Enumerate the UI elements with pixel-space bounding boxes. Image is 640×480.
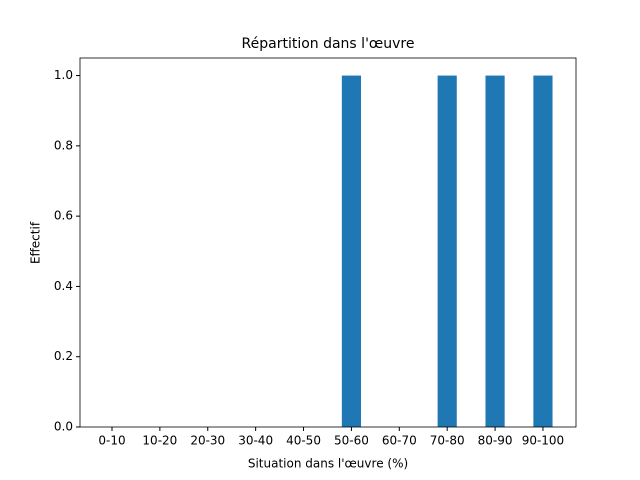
x-tick-label: 20-30 <box>190 434 225 448</box>
x-tick-label: 0-10 <box>98 434 125 448</box>
bar <box>341 75 361 428</box>
x-tick-label: 80-90 <box>478 434 513 448</box>
y-tick-label: 0.2 <box>54 349 73 363</box>
y-tick-label: 0.8 <box>54 138 73 152</box>
x-tick-label: 10-20 <box>142 434 177 448</box>
x-tick-label: 60-70 <box>382 434 417 448</box>
x-tick-label: 30-40 <box>238 434 273 448</box>
bar <box>485 75 505 428</box>
chart-title: Répartition dans l'œuvre <box>242 36 415 52</box>
x-axis-label: Situation dans l'œuvre (%) <box>248 457 408 471</box>
plot-frame <box>79 57 577 428</box>
y-tick-label: 0.4 <box>54 279 73 293</box>
bar <box>437 75 457 428</box>
y-tick-label: 0.6 <box>54 209 73 223</box>
bar <box>533 75 553 428</box>
x-tick-label: 50-60 <box>334 434 369 448</box>
x-tick-label: 70-80 <box>430 434 465 448</box>
x-tick-label: 40-50 <box>286 434 321 448</box>
y-axis-label: Effectif <box>29 221 43 264</box>
y-tick-label: 0.0 <box>54 420 73 434</box>
x-tick-label: 90-100 <box>522 434 565 448</box>
y-tick-label: 1.0 <box>54 68 73 82</box>
